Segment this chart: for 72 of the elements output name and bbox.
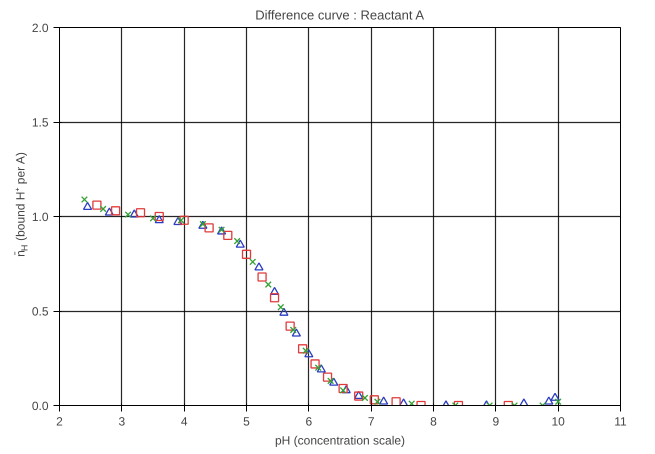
x-tick-label: 9: [492, 414, 500, 428]
point: [236, 240, 245, 248]
point: [290, 326, 297, 334]
point: [292, 328, 302, 337]
point: [398, 398, 408, 406]
point: [130, 209, 139, 218]
x-tick-label: 4: [180, 414, 188, 428]
chart-title: Difference curve : Reactant A: [255, 8, 424, 22]
x-tick-label: 6: [305, 414, 312, 428]
y-tick-label: 1.5: [32, 116, 49, 130]
x-tick-label: 2: [56, 414, 64, 428]
point: [110, 206, 120, 216]
y-tick-label: 0.5: [32, 304, 49, 318]
point: [242, 250, 252, 259]
point: [342, 385, 351, 394]
point: [150, 214, 156, 222]
point: [257, 272, 267, 282]
point: [178, 216, 185, 224]
point: [173, 216, 183, 226]
point: [204, 223, 214, 232]
point: [104, 207, 114, 216]
y-tick-label: 2.0: [32, 21, 49, 35]
point: [310, 359, 320, 369]
point: [554, 398, 562, 406]
point: [338, 384, 348, 394]
x-tick-label: 5: [243, 414, 250, 428]
point: [370, 395, 379, 404]
point: [136, 208, 146, 218]
point: [374, 398, 381, 406]
point: [154, 212, 164, 222]
point: [302, 347, 310, 354]
point: [234, 238, 241, 245]
point: [327, 377, 334, 384]
point: [298, 344, 308, 354]
point: [270, 286, 280, 296]
point: [100, 205, 107, 212]
point: [92, 200, 102, 210]
point: [264, 281, 272, 288]
point: [340, 386, 347, 394]
point: [408, 400, 416, 406]
x-tick-label: 8: [430, 414, 438, 428]
point: [361, 394, 368, 402]
point: [254, 262, 264, 270]
point: [316, 364, 326, 373]
point: [314, 364, 322, 372]
x-tick-label: 3: [118, 414, 126, 428]
x-tick-label: 10: [551, 414, 566, 428]
point: [544, 396, 554, 405]
y-axis-title: n̄H (bound H⁺ per A): [14, 152, 30, 257]
point: [82, 202, 92, 210]
point: [223, 230, 232, 240]
point: [304, 349, 314, 358]
point: [154, 215, 164, 224]
y-tick-label: 0.0: [32, 399, 49, 413]
point: [124, 211, 132, 218]
point: [550, 392, 560, 401]
point: [329, 378, 338, 386]
point: [277, 304, 284, 311]
y-tick-label: 1.0: [32, 210, 49, 224]
point: [378, 396, 388, 405]
point: [180, 216, 189, 225]
point: [519, 398, 529, 406]
x-tick-label: 11: [614, 414, 628, 428]
point: [391, 397, 401, 406]
point: [270, 293, 280, 302]
point: [322, 372, 332, 382]
x-tick-label: 7: [368, 414, 375, 428]
point: [285, 321, 295, 331]
point: [279, 308, 289, 316]
point: [80, 196, 88, 203]
point: [249, 258, 256, 266]
x-axis-title: pH (concentration scale): [274, 434, 406, 448]
